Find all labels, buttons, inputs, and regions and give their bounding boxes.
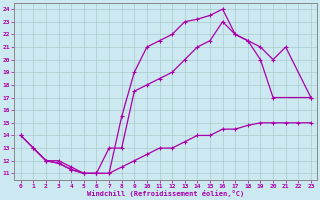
X-axis label: Windchill (Refroidissement éolien,°C): Windchill (Refroidissement éolien,°C): [87, 190, 244, 197]
